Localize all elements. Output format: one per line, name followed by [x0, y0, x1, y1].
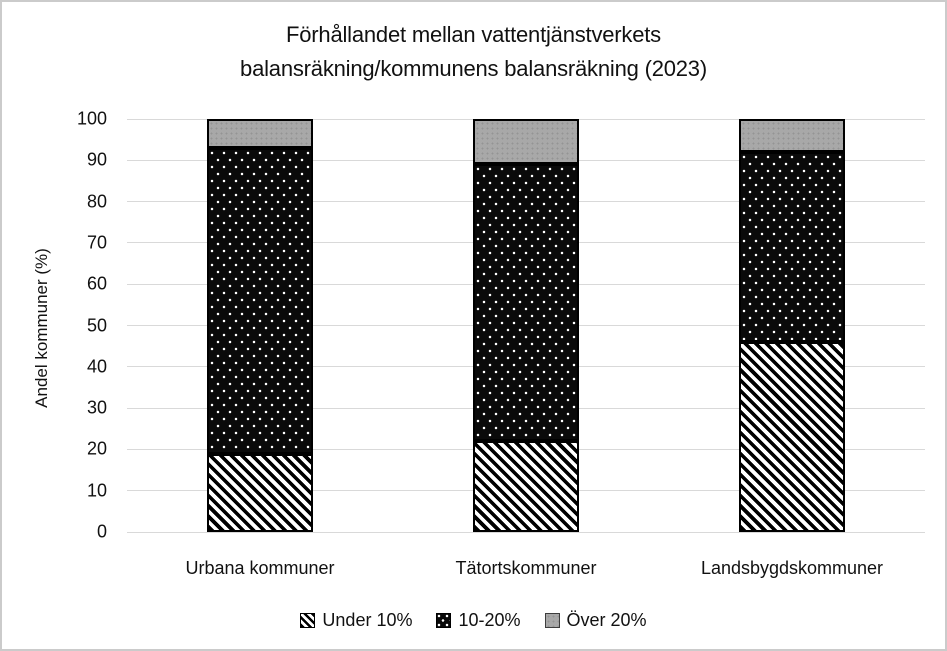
- chart-title-line-1: Förhållandet mellan vattentjänstverkets: [286, 22, 661, 47]
- legend-label: 10-20%: [458, 609, 521, 630]
- bar-segment: [473, 441, 579, 532]
- y-tick-label: 50: [86, 315, 107, 335]
- legend-swatch-icon: [300, 612, 316, 628]
- category-label: Urbana kommuner: [185, 558, 335, 578]
- bar-segment: [207, 147, 313, 454]
- legend-swatch-icon: [436, 612, 452, 628]
- stacked-bar: [739, 119, 845, 532]
- category-label: Tätortskommuner: [455, 558, 597, 578]
- legend-swatch-icon: [544, 612, 560, 628]
- y-tick-label: 40: [86, 356, 107, 377]
- y-tick-label: 0: [96, 521, 107, 542]
- y-tick-label: 90: [86, 149, 107, 170]
- bar-segment: [473, 164, 579, 442]
- bar-segment: [739, 152, 845, 343]
- chart-title: Förhållandet mellan vattentjänstverkets …: [2, 18, 945, 86]
- stacked-bar: [473, 119, 579, 532]
- legend-item: Över 20%: [544, 609, 647, 631]
- gridline: [127, 118, 925, 120]
- y-tick-label: 10: [86, 480, 107, 501]
- bar-segment: [739, 342, 845, 532]
- stacked-bar: [207, 119, 313, 532]
- y-tick-label: 60: [86, 273, 107, 294]
- bar-segment: [207, 119, 313, 148]
- y-tick-label: 70: [86, 232, 107, 253]
- legend-item: Under 10%: [300, 610, 412, 631]
- plot-area: [127, 118, 925, 533]
- chart-title-line-2: balansräkning/kommunens balansräkning (2…: [240, 56, 707, 81]
- legend-label: Under 10%: [322, 609, 413, 630]
- y-tick-label: 100: [76, 108, 107, 129]
- category-label: Landsbygdskommuner: [700, 558, 884, 578]
- bar-segment: [739, 119, 845, 153]
- bar-segment: [473, 119, 579, 165]
- y-tick-label: 30: [86, 397, 107, 418]
- legend-label: Över 20%: [566, 609, 647, 630]
- legend-item: 10-20%: [436, 609, 521, 631]
- bar-segment: [207, 453, 313, 532]
- y-tick-label: 80: [86, 191, 107, 212]
- legend: Under 10% 10-20% Över 20%: [2, 605, 945, 635]
- y-tick-label: 20: [86, 438, 107, 459]
- gridline: [127, 531, 925, 533]
